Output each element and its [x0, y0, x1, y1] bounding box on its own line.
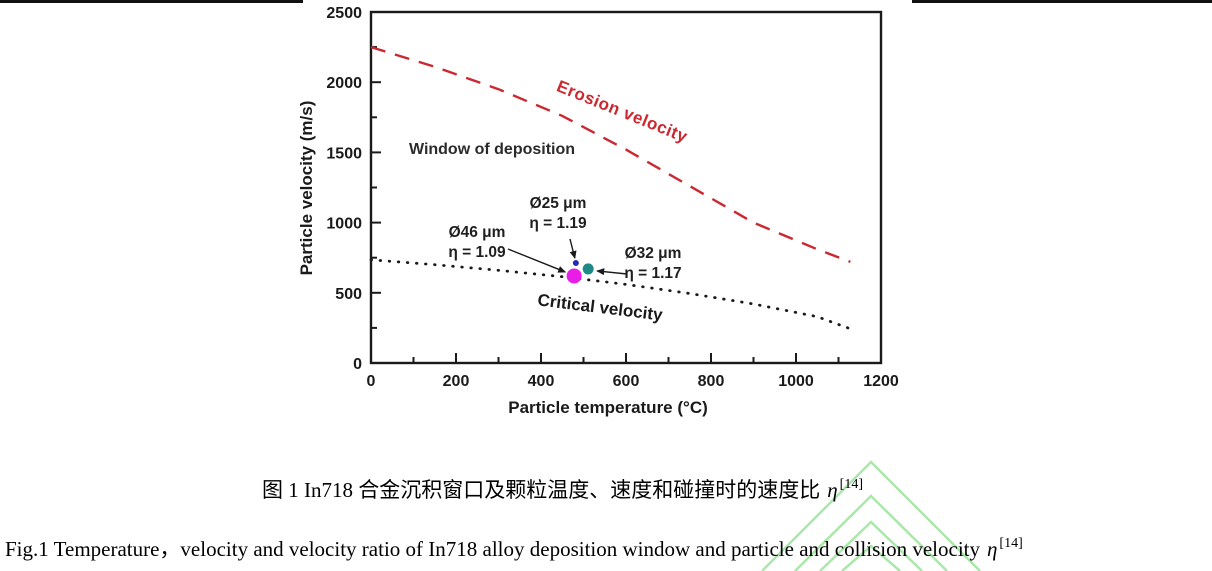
x-tick-label: 1200: [863, 373, 899, 390]
watermark-chevron: [841, 544, 901, 571]
page-rule-right: [912, 0, 1212, 3]
arrow-to-25um: [569, 238, 577, 260]
caption-english: Fig.1 Temperature，velocity and velocity …: [5, 533, 1023, 563]
watermark-chevron: [794, 494, 948, 571]
point-25um: [572, 260, 579, 267]
erosion-velocity-line: [370, 45, 851, 264]
point-46um: [566, 268, 582, 284]
plot-frame: [369, 10, 883, 365]
x-axis-title: Particle temperature (°C): [508, 398, 708, 417]
y-tick-label: 1000: [326, 216, 362, 233]
eta-symbol: η: [827, 478, 838, 502]
y-tick-label: 500: [335, 286, 362, 303]
arrow-to-46um: [507, 248, 567, 273]
point-32um: [582, 263, 594, 275]
point-label-32um: Ø32 μm η = 1.17: [624, 244, 681, 284]
y-tick-label: 1500: [326, 145, 362, 162]
watermark-chevron: [819, 520, 923, 571]
x-tick-label: 0: [367, 373, 376, 390]
x-tick-label: 200: [443, 373, 470, 390]
figure-chart: 0 200 400 600 800 1000 1200 0 500 1000 1500 2000 250…: [297, 5, 899, 417]
window-of-deposition-label: Window of deposition: [408, 141, 576, 158]
caption-text: Fig.1 Temperature，velocity and velocity …: [5, 537, 980, 561]
reference-marker: [14]: [839, 477, 863, 492]
caption-chinese: 图 1 In718 合金沉积窗口及颗粒温度、速度和碰撞时的速度比 η [14]: [262, 474, 863, 504]
point-size-label: Ø32 μm: [624, 245, 682, 262]
point-size-label: Ø25 μm: [529, 195, 587, 212]
point-ratio-label: η = 1.17: [624, 265, 682, 282]
x-tick-label: 1000: [778, 373, 814, 390]
point-label-25um: Ø25 μm η = 1.19: [529, 194, 586, 234]
x-tick-label: 400: [528, 373, 555, 390]
y-tick-label: 2500: [326, 5, 362, 22]
chart-canvas: 0 200 400 600 800 1000 1200 0 500 1000 1500 2000 250…: [326, 5, 899, 390]
point-label-46um: Ø46 μm η = 1.09: [448, 223, 505, 263]
page-rule-left: [0, 0, 303, 3]
y-tick-label: 0: [353, 356, 362, 373]
caption-text: 图 1 In718 合金沉积窗口及颗粒温度、速度和碰撞时的速度比: [262, 478, 821, 502]
point-ratio-label: η = 1.09: [448, 244, 506, 261]
y-tick-label: 2000: [326, 75, 362, 92]
critical-velocity-line: [369, 258, 857, 333]
arrow-to-32um: [596, 268, 628, 276]
reference-marker: [14]: [999, 536, 1023, 551]
point-size-label: Ø46 μm: [448, 224, 506, 241]
point-ratio-label: η = 1.19: [529, 215, 587, 232]
y-axis-title: Particle velocity (m/s): [297, 100, 316, 276]
eta-symbol: η: [987, 537, 998, 561]
x-tick-label: 800: [698, 373, 725, 390]
x-tick-label: 600: [613, 373, 640, 390]
watermark-chevron: [761, 460, 981, 571]
